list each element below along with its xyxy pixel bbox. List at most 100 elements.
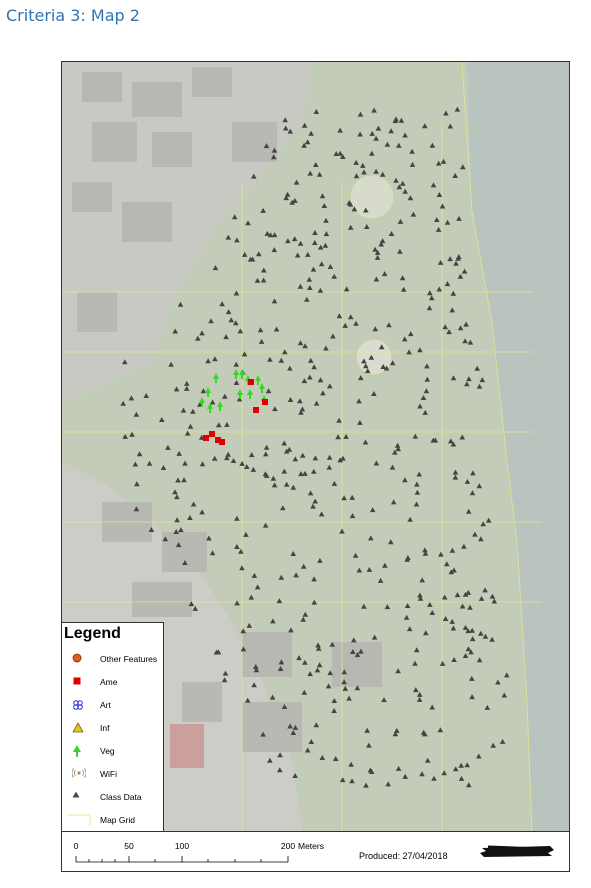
class-data-point <box>427 290 433 296</box>
map-view[interactable]: Legend Other Features Ame Art Inf Veg <box>62 62 569 831</box>
class-data-point <box>465 589 472 595</box>
class-data-point <box>407 195 414 201</box>
class-data-point <box>281 468 288 474</box>
class-data-point <box>442 616 449 621</box>
class-data-point <box>371 391 377 396</box>
class-data-point <box>327 383 333 389</box>
class-data-point <box>283 195 289 201</box>
class-data-points <box>120 106 510 788</box>
class-data-point <box>285 238 291 244</box>
scale-tick-label: 200 <box>280 841 296 851</box>
class-data-point <box>350 649 356 654</box>
class-data-point <box>422 547 428 553</box>
class-data-point <box>363 363 369 369</box>
class-data-point <box>467 339 474 345</box>
class-data-point <box>206 535 212 541</box>
class-data-point <box>432 437 439 443</box>
class-data-point <box>331 480 338 486</box>
class-data-point <box>372 326 379 332</box>
class-data-point <box>476 483 483 489</box>
class-data-point <box>162 536 169 542</box>
class-data-point <box>439 203 446 209</box>
scale-bar: 0 50 100 200 Meters <box>74 838 324 868</box>
class-data-point <box>281 440 287 446</box>
class-data-point <box>231 214 238 220</box>
class-data-point <box>461 543 467 549</box>
class-data-point <box>343 433 349 439</box>
class-data-point <box>282 125 289 131</box>
class-data-point <box>128 395 135 401</box>
class-data-point <box>398 117 405 123</box>
class-data-point <box>263 143 270 149</box>
class-data-point <box>308 739 315 744</box>
class-data-point <box>482 633 489 639</box>
class-data-point <box>458 775 465 781</box>
class-data-point <box>447 256 453 262</box>
class-data-point <box>311 468 317 474</box>
class-data-point <box>317 244 324 250</box>
class-data-point <box>293 179 300 185</box>
class-data-point <box>212 265 219 271</box>
class-data-point <box>319 193 326 199</box>
class-data-point <box>290 551 296 556</box>
class-data-point <box>251 173 257 179</box>
class-data-point <box>280 505 286 511</box>
ame-point <box>262 399 268 405</box>
class-data-point <box>353 159 359 165</box>
class-data-point <box>396 142 402 148</box>
class-data-point <box>183 385 190 391</box>
class-data-point <box>466 782 472 788</box>
class-data-point <box>438 551 444 557</box>
class-data-point <box>347 314 354 320</box>
class-data-point <box>323 345 329 351</box>
legend-label: WiFi <box>100 769 117 779</box>
class-data-point <box>181 477 187 483</box>
class-data-point <box>176 450 182 456</box>
class-data-point <box>264 230 271 236</box>
class-data-point <box>310 266 317 272</box>
class-data-point <box>378 241 384 247</box>
class-data-point <box>187 423 194 429</box>
class-data-point <box>478 595 485 601</box>
class-data-point <box>165 444 171 450</box>
class-data-point <box>287 397 294 402</box>
produced-date: Produced: 27/04/2018 <box>359 851 448 861</box>
class-data-point <box>182 460 188 466</box>
class-data-point <box>297 340 304 346</box>
class-data-point <box>177 301 184 307</box>
ame-point <box>215 437 221 443</box>
class-data-point <box>366 566 373 572</box>
class-data-point <box>251 682 257 688</box>
class-data-point <box>450 290 457 296</box>
class-data-point <box>316 171 323 177</box>
class-data-point <box>429 142 436 148</box>
class-data-point <box>294 252 301 258</box>
class-data-point <box>225 309 232 315</box>
class-data-point <box>449 307 456 313</box>
class-data-point <box>384 141 391 147</box>
class-data-point <box>335 434 341 440</box>
class-data-point <box>340 455 346 461</box>
class-data-point <box>262 471 269 477</box>
class-data-point <box>461 268 468 274</box>
class-data-point <box>447 123 454 129</box>
class-data-point <box>188 601 195 607</box>
class-data-point <box>406 626 413 632</box>
class-data-point <box>414 481 420 487</box>
green-tree-icon <box>72 745 86 759</box>
class-data-point <box>372 246 378 252</box>
scale-tick-label: 0 <box>73 841 79 851</box>
class-data-point <box>199 509 205 515</box>
class-data-point <box>216 422 222 428</box>
class-data-point <box>311 599 318 605</box>
legend-label: Art <box>100 700 111 710</box>
class-data-point <box>476 657 483 663</box>
class-data-point <box>146 460 153 466</box>
class-data-point <box>453 260 459 266</box>
class-data-point <box>159 417 165 422</box>
class-data-point <box>395 446 401 452</box>
class-data-point <box>308 357 314 363</box>
class-data-point <box>234 515 240 521</box>
class-data-point <box>221 677 228 683</box>
class-data-point <box>373 168 379 174</box>
